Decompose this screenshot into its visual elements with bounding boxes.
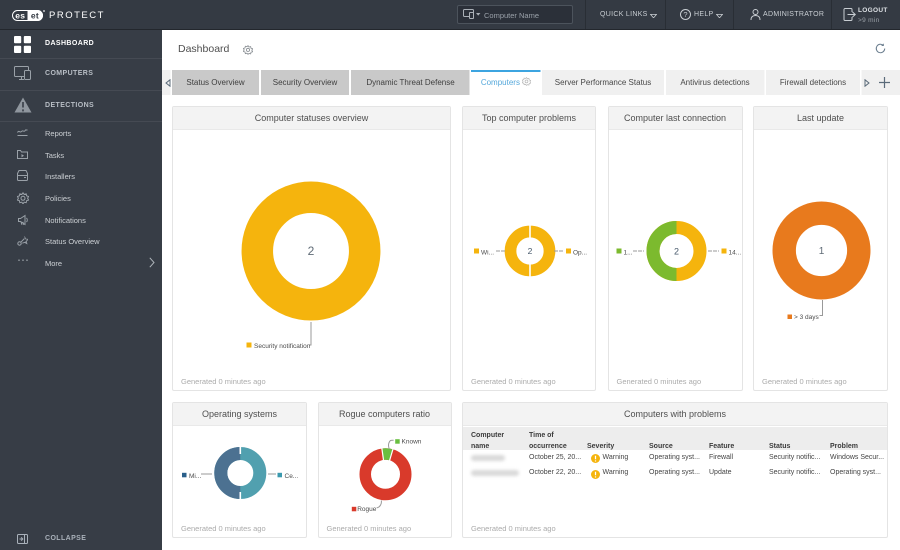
svg-text:?: ? [683,10,687,19]
svg-text:et: et [31,11,39,21]
svg-text:es: es [15,11,25,21]
svg-text:1...: 1... [623,250,632,257]
svg-text:1: 1 [819,246,825,257]
svg-text:14...: 14... [728,250,741,257]
svg-text:Wi...: Wi... [481,250,494,257]
svg-text:2: 2 [528,246,533,256]
svg-text:Mi...: Mi... [189,473,201,480]
svg-text:Security notification: Security notification [254,343,311,350]
svg-text:> 3 days: > 3 days [794,314,820,321]
svg-text:Op...: Op... [573,250,587,257]
svg-text:2: 2 [308,244,315,258]
svg-text:Rogue: Rogue [357,506,377,513]
svg-text:Known: Known [401,438,421,445]
svg-text:2: 2 [673,247,678,257]
svg-text:Ce...: Ce... [285,473,299,480]
